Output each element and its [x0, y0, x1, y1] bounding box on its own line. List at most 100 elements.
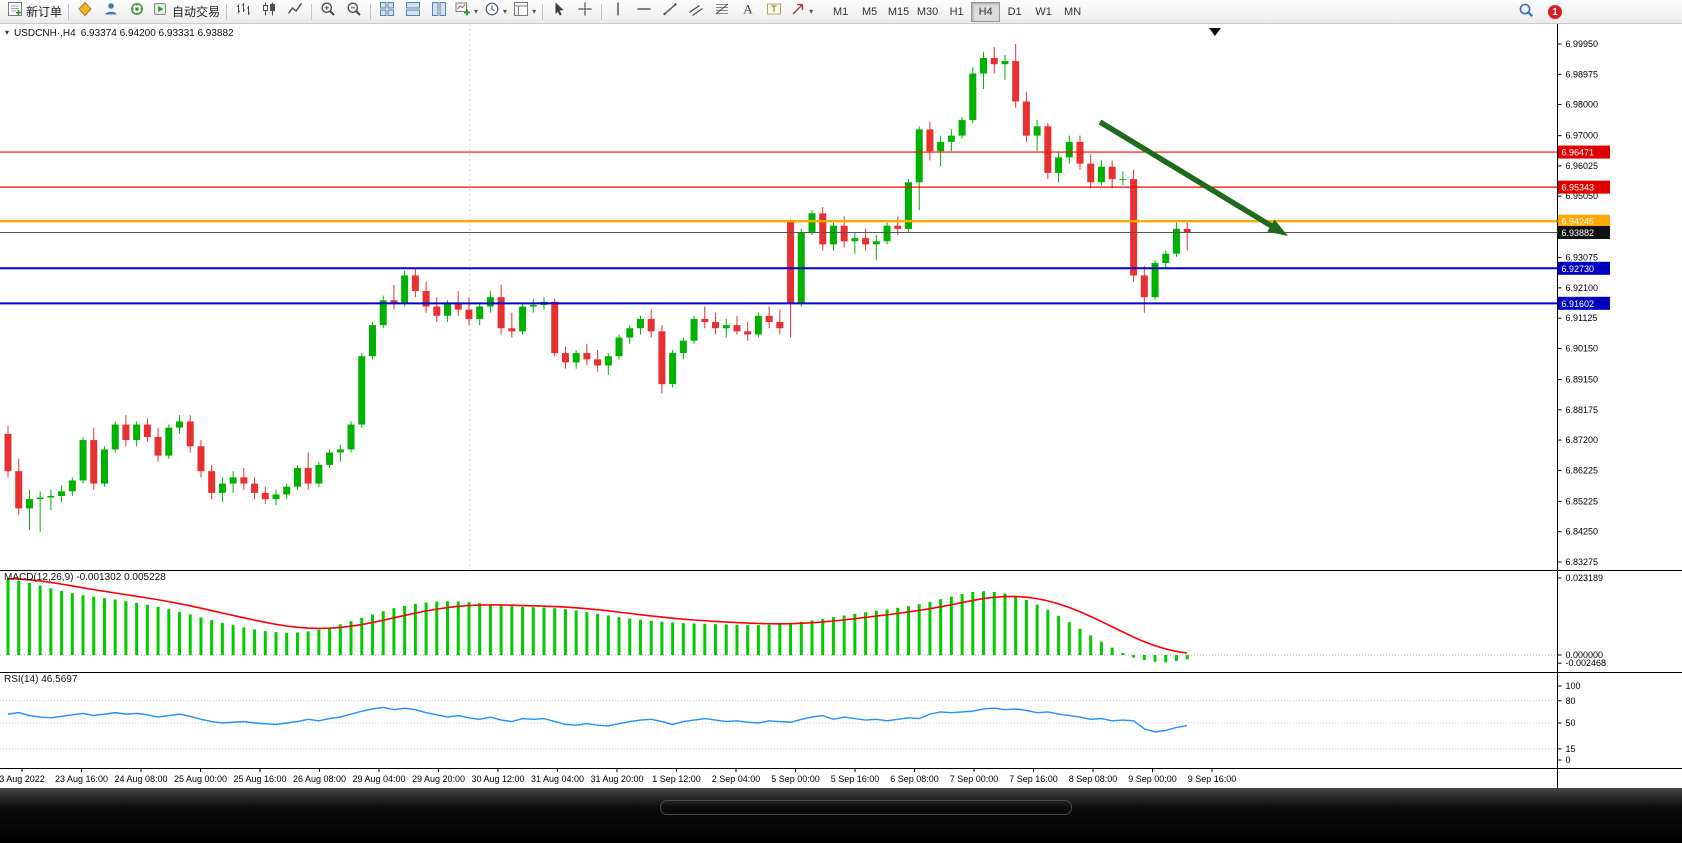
trendline-icon: [662, 1, 678, 22]
timeframe-m15[interactable]: M15: [887, 5, 910, 18]
tile-windows-button[interactable]: [374, 1, 400, 23]
symbol-dropdown-caret-icon[interactable]: ▾: [5, 28, 10, 37]
timeframe-m1[interactable]: M1: [832, 5, 849, 18]
dropdown-caret-icon[interactable]: ▾: [809, 7, 814, 16]
arrows-button[interactable]: ▾: [787, 1, 816, 23]
time-axis-label: 2 Sep 04:00: [712, 774, 761, 784]
navigator-button[interactable]: [124, 1, 150, 23]
candlestick-chart-button[interactable]: [256, 1, 282, 23]
timeframe-h1[interactable]: H1: [949, 5, 964, 18]
horizontal-line-button[interactable]: [631, 1, 657, 23]
autotrading-button-label: 自动交易: [172, 5, 221, 19]
svg-text:6.84250: 6.84250: [1566, 527, 1599, 537]
main-chart-panel[interactable]: 6.99950 6.98975 6.98000 6.97000 6.96025 6.950…: [0, 24, 1682, 570]
market-watch-button[interactable]: [72, 1, 98, 23]
autotrading-button[interactable]: 自动交易: [150, 1, 223, 23]
svg-text:6.91125: 6.91125: [1566, 313, 1598, 323]
arrange-vertical-button[interactable]: [426, 1, 452, 23]
hline-icon: [636, 1, 652, 22]
textA-icon: A: [740, 1, 756, 22]
time-axis-label: 9 Sep 00:00: [1128, 774, 1177, 784]
toolbar-separator: [370, 3, 372, 20]
template-icon: [513, 1, 529, 22]
rsi-indicator-label: RSI(14) 46.5697: [4, 674, 78, 685]
svg-text:6.95050: 6.95050: [1566, 191, 1599, 201]
svg-text:0: 0: [1566, 755, 1571, 765]
time-axis-label: 24 Aug 08:00: [114, 774, 167, 784]
svg-text:6.98000: 6.98000: [1566, 100, 1599, 110]
time-axis: 3 Aug 2022 23 Aug 16:00 24 Aug 08:00 25 Aug…: [0, 768, 1682, 788]
svg-text:6.97000: 6.97000: [1566, 131, 1599, 141]
trend-arrow-annotation[interactable]: [1098, 119, 1288, 236]
time-axis-label: 6 Sep 08:00: [890, 774, 939, 784]
timeframe-d1[interactable]: D1: [1007, 5, 1022, 18]
time-axis-label: 3 Aug 2022: [0, 774, 45, 784]
data-window-icon: [103, 1, 119, 22]
svg-text:6.89150: 6.89150: [1566, 374, 1599, 384]
line-chart-button[interactable]: [282, 1, 308, 23]
svg-text:6.86225: 6.86225: [1566, 465, 1599, 475]
svg-text:6.85225: 6.85225: [1566, 496, 1599, 506]
arrows-icon: [790, 1, 806, 22]
horizontal-scrollbar-thumb[interactable]: [660, 800, 1072, 815]
svg-text:15: 15: [1566, 744, 1576, 754]
bar-chart-button[interactable]: [230, 1, 256, 23]
svg-text:6.95343: 6.95343: [1562, 183, 1595, 193]
time-axis-label: 31 Aug 20:00: [590, 774, 643, 784]
svg-text:6.96471: 6.96471: [1562, 148, 1595, 158]
timeframe-m5[interactable]: M5: [861, 5, 878, 18]
toolbar-separator: [226, 3, 228, 20]
timeframe-w1[interactable]: W1: [1035, 5, 1052, 18]
time-axis-label: 25 Aug 00:00: [174, 774, 227, 784]
notification-badge[interactable]: 1: [1548, 5, 1562, 19]
price-level-badge: [1558, 225, 1610, 239]
text-label-button[interactable]: T: [761, 1, 787, 23]
svg-text:A: A: [743, 2, 753, 17]
search-icon: [1518, 2, 1534, 23]
toolbar-right-group: 1: [1513, 2, 1562, 22]
zoom-in-button[interactable]: [315, 1, 341, 23]
timeframe-group: M1 M5 M15 M30 H1 H4 D1 W1 MN: [826, 1, 1087, 22]
fibonacci-button[interactable]: [709, 1, 735, 23]
arrange-horizontal-button[interactable]: [400, 1, 426, 23]
zoom-out-icon: [346, 1, 362, 22]
new-chart-button[interactable]: ▾: [452, 1, 481, 23]
timeframe-m30[interactable]: M30: [916, 5, 939, 18]
equidistant-channel-button[interactable]: [683, 1, 709, 23]
time-axis-label: 23 Aug 16:00: [55, 774, 108, 784]
crosshair-button[interactable]: [572, 1, 598, 23]
periods-button[interactable]: ▾: [481, 1, 510, 23]
new-order-button-label: 新订单: [26, 5, 63, 19]
svg-text:6.92100: 6.92100: [1566, 283, 1599, 293]
dropdown-caret-icon[interactable]: ▾: [532, 7, 537, 16]
svg-text:6.98975: 6.98975: [1566, 69, 1599, 79]
search-button[interactable]: [1513, 1, 1539, 23]
svg-text:6.91602: 6.91602: [1562, 299, 1595, 309]
templates-button[interactable]: ▾: [510, 1, 539, 23]
bottom-scrollbar-area: [0, 788, 1682, 843]
timeframe-mn[interactable]: MN: [1064, 5, 1082, 18]
new-order-button[interactable]: 新订单: [4, 1, 65, 23]
time-axis-label: 5 Sep 16:00: [831, 774, 880, 784]
time-axis-label: 7 Sep 00:00: [950, 774, 999, 784]
timeframe-h4[interactable]: H4: [971, 1, 1001, 22]
macd-panel[interactable]: 0.023189 0.000000-0.002468: [0, 570, 1682, 672]
vline-icon: [610, 1, 626, 22]
cursor-button[interactable]: [546, 1, 572, 23]
text-button[interactable]: A: [735, 1, 761, 23]
svg-text:6.96025: 6.96025: [1566, 161, 1599, 171]
time-axis-label: 29 Aug 20:00: [412, 774, 465, 784]
zoom-out-button[interactable]: [341, 1, 367, 23]
cursor-icon: [551, 1, 567, 22]
dropdown-caret-icon[interactable]: ▾: [474, 7, 479, 16]
trendline-button[interactable]: [657, 1, 683, 23]
bars-icon: [235, 1, 251, 22]
svg-text:80: 80: [1566, 696, 1576, 706]
dropdown-caret-icon[interactable]: ▾: [503, 7, 508, 16]
svg-text:-0.002468: -0.002468: [1566, 658, 1607, 668]
vertical-line-button[interactable]: [605, 1, 631, 23]
data-window-button[interactable]: [98, 1, 124, 23]
svg-text:0.000000: 0.000000: [1566, 650, 1604, 660]
rsi-panel[interactable]: 100 80 50 150: [0, 672, 1682, 768]
chart-shift-marker-icon[interactable]: [1209, 28, 1221, 36]
